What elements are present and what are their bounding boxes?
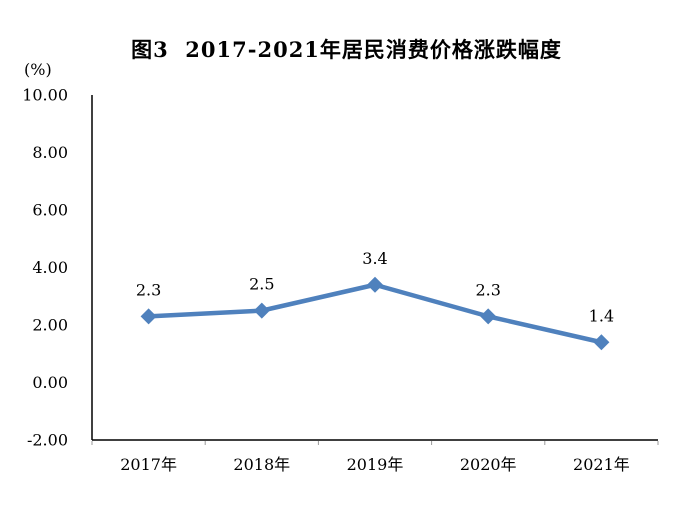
y-tick-label: 2.00 xyxy=(32,316,68,335)
data-point-marker xyxy=(367,276,383,293)
x-tick-label: 2021年 xyxy=(573,455,630,474)
y-axis-unit-label: (%) xyxy=(24,60,52,79)
x-tick-label: 2018年 xyxy=(233,455,290,474)
y-tick-label: 6.00 xyxy=(32,201,68,220)
y-tick-label: 10.00 xyxy=(22,86,68,105)
data-label: 2.3 xyxy=(136,280,161,299)
data-label: 1.4 xyxy=(589,306,614,325)
y-tick-label: -2.00 xyxy=(27,431,68,450)
data-point-marker xyxy=(593,334,610,351)
x-tick-label: 2017年 xyxy=(120,455,177,474)
y-tick-label: 8.00 xyxy=(32,143,68,162)
chart-title: 图3 2017-2021年居民消费价格涨跌幅度 xyxy=(131,37,562,62)
data-line xyxy=(146,282,604,345)
data-label: 3.4 xyxy=(362,249,387,268)
data-label: 2.3 xyxy=(475,280,500,299)
data-label: 2.5 xyxy=(249,275,274,294)
x-tick-label: 2020年 xyxy=(460,455,517,474)
data-point-marker xyxy=(253,302,270,319)
y-tick-label: 0.00 xyxy=(32,373,68,392)
data-point-marker xyxy=(140,308,157,325)
x-tick-label: 2019年 xyxy=(347,455,404,474)
y-tick-label: 4.00 xyxy=(32,258,68,277)
data-point-marker xyxy=(480,308,497,325)
